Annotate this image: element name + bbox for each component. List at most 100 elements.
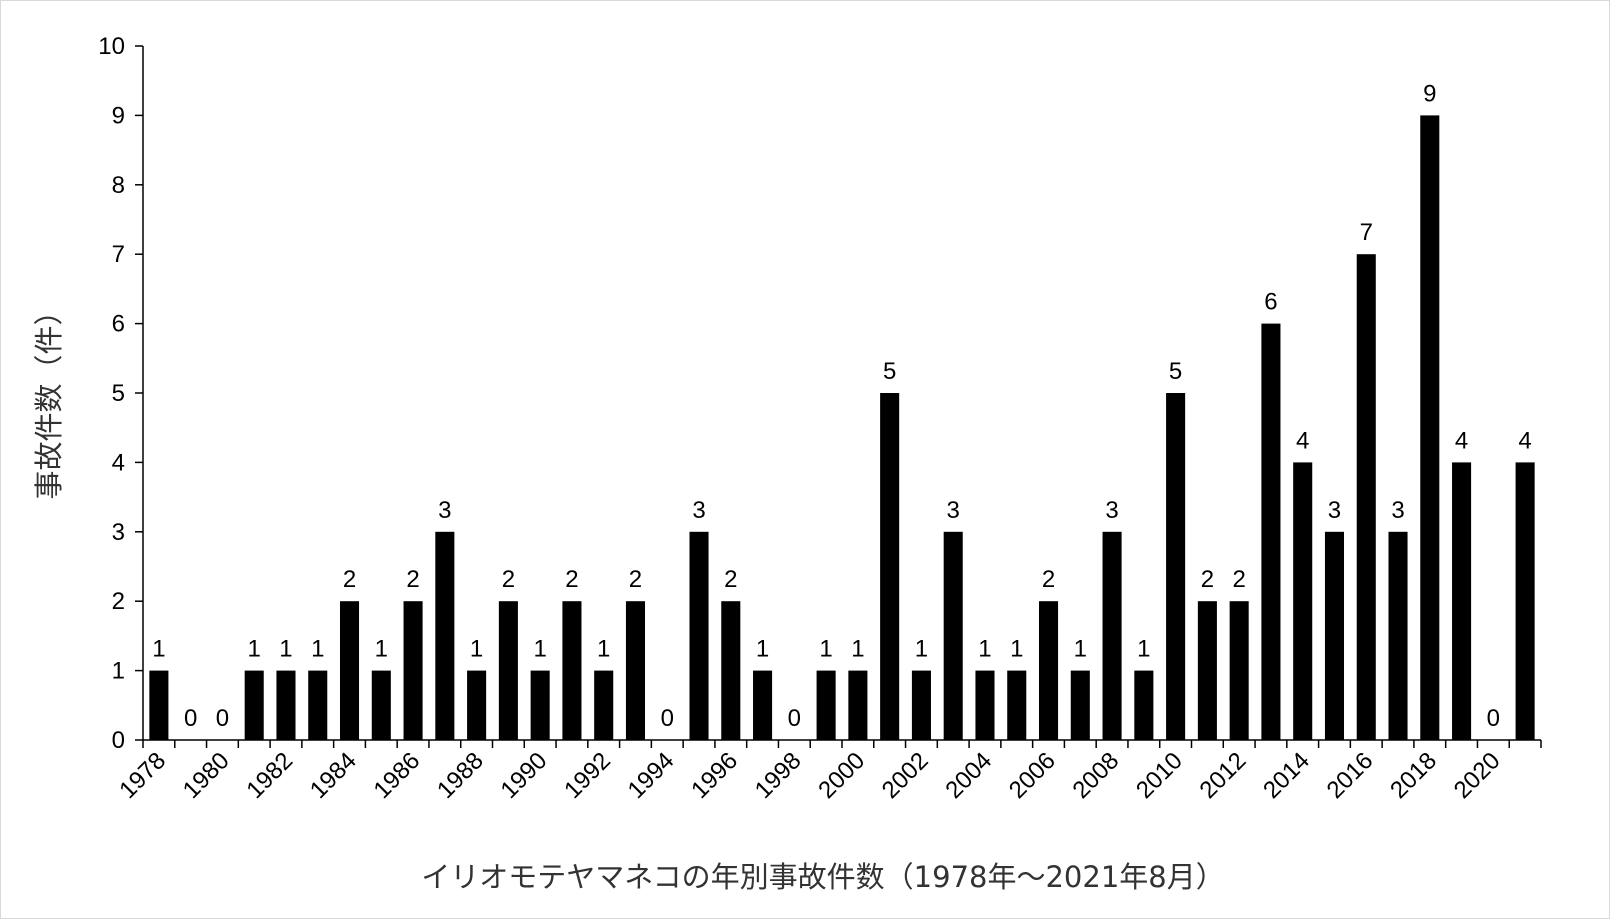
data-label-1988: 1 — [470, 636, 483, 663]
bars — [149, 115, 1535, 740]
data-label-2005: 1 — [1010, 636, 1023, 663]
bar-1983 — [308, 670, 328, 740]
data-label-2018: 9 — [1423, 80, 1436, 107]
data-label-2008: 3 — [1105, 497, 1118, 524]
bar-1990 — [530, 670, 550, 740]
y-tick-label: 3 — [112, 519, 125, 546]
bar-1995 — [689, 531, 709, 740]
data-label-1978: 1 — [152, 636, 165, 663]
data-label-2012: 2 — [1232, 566, 1245, 593]
bar-2013 — [1261, 323, 1281, 740]
data-label-2017: 3 — [1391, 497, 1404, 524]
x-tick-label: 1990 — [496, 747, 553, 804]
x-tick-label: 2018 — [1385, 747, 1442, 804]
data-label-2000: 1 — [851, 636, 864, 663]
data-label-1987: 3 — [438, 497, 451, 524]
y-tick-label: 6 — [112, 311, 125, 338]
bar-2017 — [1388, 531, 1408, 740]
bar-1996 — [721, 601, 741, 740]
bar-2015 — [1324, 531, 1345, 740]
data-label-2019: 4 — [1455, 427, 1468, 454]
bar-2003 — [943, 531, 963, 740]
y-tick-label: 1 — [112, 658, 125, 685]
bar-1982 — [276, 670, 296, 740]
bar-2010 — [1166, 393, 1186, 740]
data-label-1979: 0 — [184, 705, 197, 732]
x-tick-label: 2016 — [1322, 747, 1379, 804]
bar-2012 — [1229, 601, 1249, 740]
data-label-1993: 2 — [629, 566, 642, 593]
data-label-1996: 2 — [724, 566, 737, 593]
x-tick-label: 2012 — [1195, 747, 1252, 804]
data-label-1986: 2 — [406, 566, 419, 593]
bar-1988 — [467, 670, 487, 740]
data-label-1981: 1 — [248, 636, 261, 663]
x-tick-label: 1996 — [686, 747, 743, 804]
bar-1993 — [625, 601, 646, 740]
x-tick-label: 2000 — [813, 747, 870, 804]
y-tick-label: 10 — [98, 33, 125, 60]
bar-2008 — [1102, 531, 1122, 740]
data-label-2002: 1 — [915, 636, 928, 663]
x-tick-label: 1998 — [750, 747, 807, 804]
x-tick-label: 1982 — [241, 747, 298, 804]
x-tick-label: 2008 — [1067, 747, 1124, 804]
bar-1997 — [753, 670, 773, 740]
bar-1984 — [339, 601, 360, 740]
x-tick-label: 2004 — [940, 747, 997, 804]
bar-1978 — [149, 670, 169, 740]
y-tick-label: 9 — [112, 102, 125, 129]
data-label-1985: 1 — [375, 636, 388, 663]
y-tick-label: 4 — [112, 449, 125, 476]
bar-2018 — [1420, 115, 1440, 740]
data-label-2015: 3 — [1328, 497, 1341, 524]
data-label-2006: 2 — [1042, 566, 1055, 593]
data-label-1997: 1 — [756, 636, 769, 663]
x-tick-label: 2002 — [877, 747, 934, 804]
x-tick-label: 1978 — [114, 747, 171, 804]
x-tick-label: 2006 — [1004, 747, 1061, 804]
x-tick-label: 1994 — [623, 747, 680, 804]
x-axis-title: イリオモテヤマネコの年別事故件数（1978年～2021年8月） — [421, 860, 1224, 894]
data-label-2014: 4 — [1296, 427, 1309, 454]
data-label-1989: 2 — [502, 566, 515, 593]
data-label-1983: 1 — [311, 636, 324, 663]
data-label-2007: 1 — [1074, 636, 1087, 663]
data-label-1980: 0 — [216, 705, 229, 732]
bar-2004 — [975, 670, 995, 740]
y-tick-label: 8 — [112, 172, 125, 199]
data-label-2009: 1 — [1137, 636, 1150, 663]
bar-2016 — [1356, 254, 1376, 740]
y-axis-title: 事故件数（件） — [32, 296, 66, 499]
data-label-2001: 5 — [883, 358, 896, 385]
bar-1981 — [244, 670, 264, 740]
data-label-1984: 2 — [343, 566, 356, 593]
data-label-1999: 1 — [819, 636, 832, 663]
bar-1987 — [435, 531, 455, 740]
x-tick-label: 1986 — [368, 747, 425, 804]
x-axis-ticks: 1978 1980 1982 1984 1986 1988 1990 1992 1994 1996… — [114, 740, 1542, 804]
bar-1991 — [562, 601, 582, 740]
data-label-1990: 1 — [533, 636, 546, 663]
data-label-2016: 7 — [1360, 219, 1373, 246]
data-label-1982: 1 — [279, 636, 292, 663]
bar-1992 — [594, 670, 614, 740]
bar-2000 — [848, 670, 868, 740]
bar-2021 — [1515, 462, 1535, 740]
data-label-2003: 3 — [947, 497, 960, 524]
x-tick-label: 1992 — [559, 747, 616, 804]
y-axis-ticks: 0 1 2 3 4 5 6 7 8 9 10 — [98, 33, 143, 754]
bar-1985 — [371, 670, 391, 740]
x-tick-label: 2010 — [1131, 747, 1188, 804]
data-label-2013: 6 — [1264, 289, 1277, 316]
bar-2009 — [1134, 670, 1154, 740]
bar-2007 — [1070, 670, 1090, 740]
data-label-2010: 5 — [1169, 358, 1182, 385]
x-tick-label: 2014 — [1258, 747, 1315, 804]
y-tick-label: 2 — [112, 588, 125, 615]
bar-2019 — [1452, 462, 1472, 740]
data-label-2021: 4 — [1518, 427, 1531, 454]
x-tick-label: 1984 — [305, 747, 362, 804]
bar-1989 — [498, 601, 518, 740]
